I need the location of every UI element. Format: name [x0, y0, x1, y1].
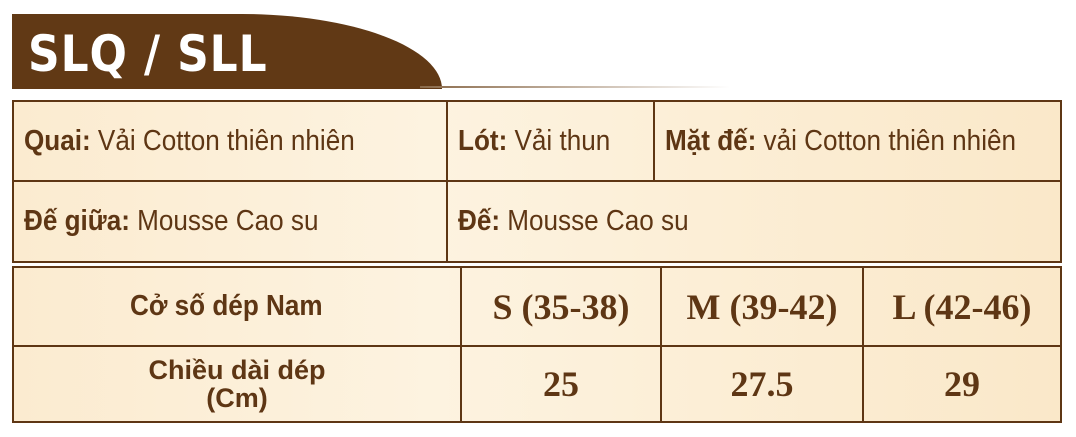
material-label: Đế giữa: [24, 205, 130, 237]
length-unit: (Cm) [206, 383, 268, 413]
size-header-text: Cở số dép Nam [130, 290, 323, 322]
material-label: Lót: [458, 124, 508, 157]
length-s: 25 [462, 347, 662, 421]
material-value: Mousse Cao su [507, 205, 689, 237]
length-m: 27.5 [662, 347, 864, 421]
material-label: Đế: [458, 205, 501, 237]
length-label: Chiều dài dép (Cm) [14, 347, 462, 421]
title-divider [420, 86, 730, 88]
material-label: Quai: [24, 124, 91, 157]
material-value: Vải Cotton thiên nhiên [97, 124, 355, 157]
material-de: Đế: Mousse Cao su [448, 182, 1060, 261]
materials-table: Quai: Vải Cotton thiên nhiên Lót: Vải thun… [12, 100, 1062, 263]
size-table: Cở số dép Nam S (35-38) M (39-42) L (42-… [12, 266, 1062, 423]
material-quai: Quai: Vải Cotton thiên nhiên [14, 102, 448, 182]
size-s: S (35-38) [462, 268, 662, 347]
size-l: L (42-46) [864, 268, 1060, 347]
material-de-giua: Đế giữa: Mousse Cao su [14, 182, 448, 261]
material-value: Vải thun [514, 124, 611, 157]
material-label: Mặt đế: [665, 124, 757, 157]
size-header-label: Cở số dép Nam [14, 268, 462, 347]
material-value: vải Cotton thiên nhiên [763, 124, 1017, 157]
length-label-text: Chiều dài dép [148, 355, 326, 385]
length-l: 29 [944, 364, 980, 404]
size-m: M (39-42) [662, 268, 864, 347]
material-value: Mousse Cao su [137, 205, 319, 237]
material-mat-de: Mặt đế: vải Cotton thiên nhiên [655, 102, 1060, 182]
page-title: SLQ / SLL [28, 25, 268, 83]
material-lot: Lót: Vải thun [448, 102, 655, 182]
